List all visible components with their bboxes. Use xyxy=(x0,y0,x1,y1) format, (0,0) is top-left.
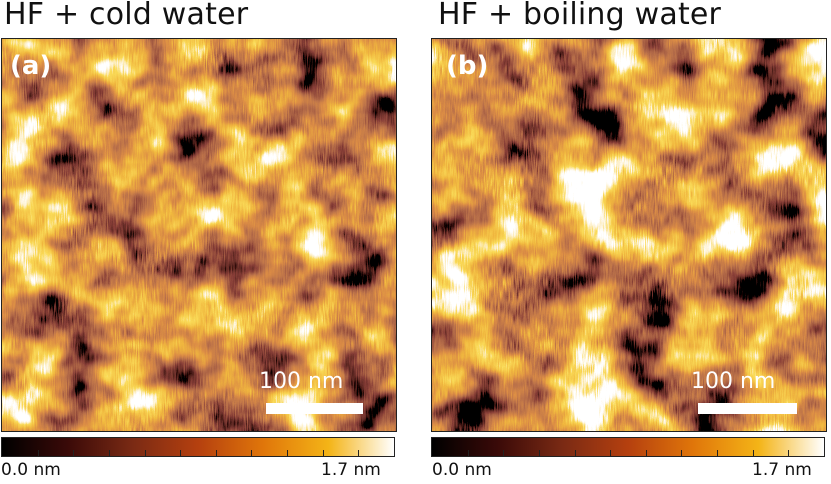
scale-bar-label-a: 100 nm xyxy=(259,369,344,394)
colorbar-tick xyxy=(681,450,683,456)
panel-b-title: HF + boiling water xyxy=(438,0,722,32)
afm-topography-b xyxy=(432,39,826,431)
colorbar-tick xyxy=(144,450,146,456)
colorbar-tick xyxy=(322,450,324,456)
colorbar-a-min-label: 0.0 nm xyxy=(1,460,61,480)
scale-bar-label-b: 100 nm xyxy=(691,369,776,394)
colorbar-b-max-label: 1.7 nm xyxy=(752,460,812,480)
colorbar-tick xyxy=(788,450,790,456)
scale-bar-a xyxy=(266,403,363,414)
colorbar-tick xyxy=(574,450,576,456)
colorbar-tick xyxy=(467,450,469,456)
panel-a-letter: (a) xyxy=(10,51,52,81)
panel-b-letter: (b) xyxy=(446,51,489,81)
colorbar-tick xyxy=(215,450,217,456)
afm-image-b: (b) 100 nm xyxy=(431,38,827,432)
colorbar-tick xyxy=(358,450,360,456)
colorbar-tick xyxy=(610,450,612,456)
afm-topography-a xyxy=(2,39,396,431)
colorbar-b xyxy=(431,437,825,457)
scale-bar-b xyxy=(698,403,797,414)
colorbar-b-min-label: 0.0 nm xyxy=(432,460,492,480)
colorbar-a xyxy=(1,437,395,457)
colorbar-tick xyxy=(180,450,182,456)
colorbar-tick xyxy=(752,450,754,456)
colorbar-tick xyxy=(287,450,289,456)
afm-image-a: (a) 100 nm xyxy=(1,38,397,432)
panel-a-title: HF + cold water xyxy=(4,0,249,32)
colorbar-tick xyxy=(717,450,719,456)
colorbar-tick xyxy=(538,450,540,456)
colorbar-tick xyxy=(503,450,505,456)
colorbar-tick xyxy=(645,450,647,456)
colorbar-tick xyxy=(37,450,39,456)
colorbar-a-max-label: 1.7 nm xyxy=(321,460,381,480)
colorbar-tick xyxy=(251,450,253,456)
colorbar-tick xyxy=(73,450,75,456)
colorbar-tick xyxy=(108,450,110,456)
